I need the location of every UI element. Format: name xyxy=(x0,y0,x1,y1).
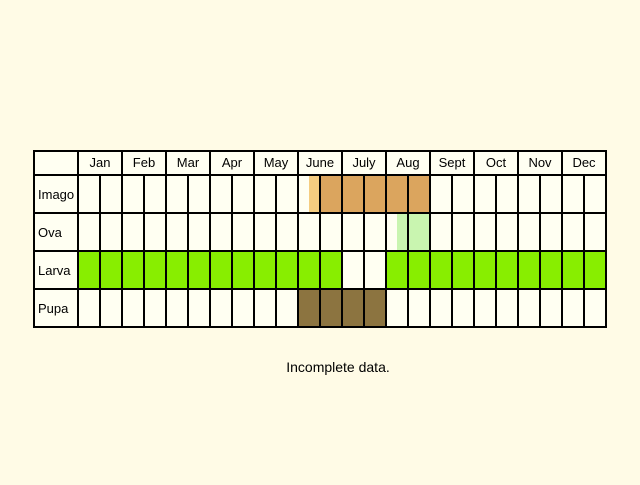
period-imago-1 xyxy=(320,175,430,213)
month-label-11: Dec xyxy=(572,155,596,170)
row-label-ova: Ova xyxy=(38,225,63,240)
note-text: Incomplete data. xyxy=(286,359,390,375)
month-label-2: Mar xyxy=(177,155,200,170)
month-label-0: Jan xyxy=(90,155,111,170)
month-label-3: Apr xyxy=(222,155,243,170)
month-label-1: Feb xyxy=(133,155,155,170)
period-imago-0 xyxy=(309,175,320,213)
month-label-4: May xyxy=(264,155,289,170)
period-ova-0 xyxy=(397,213,430,251)
month-label-9: Oct xyxy=(486,155,507,170)
row-label-imago: Imago xyxy=(38,187,74,202)
month-label-5: June xyxy=(306,155,334,170)
row-label-larva: Larva xyxy=(38,263,71,278)
month-label-6: July xyxy=(352,155,376,170)
row-label-pupa: Pupa xyxy=(38,301,69,316)
month-label-7: Aug xyxy=(396,155,419,170)
month-label-10: Nov xyxy=(528,155,552,170)
month-label-8: Sept xyxy=(439,155,466,170)
